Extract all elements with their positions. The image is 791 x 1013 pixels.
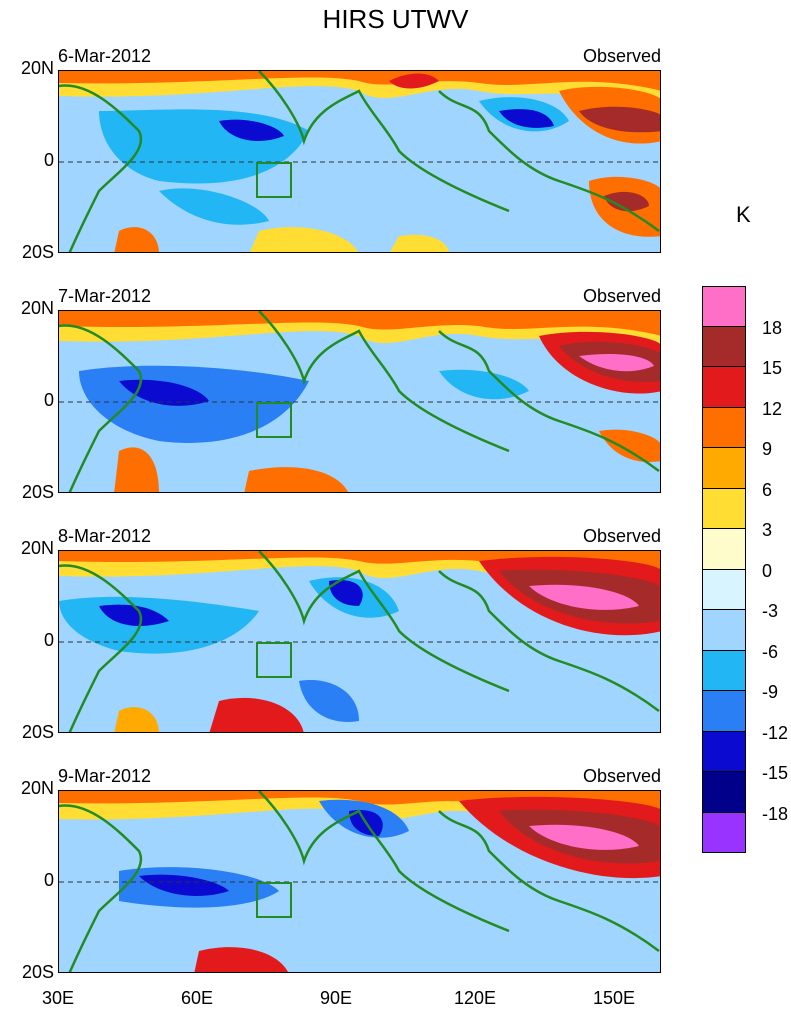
colorbar-swatch — [702, 286, 746, 327]
colorbar-swatch — [702, 691, 746, 732]
colorbar-swatch — [702, 812, 746, 853]
panel-tag: Observed — [582, 526, 661, 546]
panel-date: 7-Mar-2012 — [58, 286, 152, 306]
colorbar-swatch — [702, 529, 746, 570]
panel-date: 6-Mar-2012 — [58, 46, 152, 66]
colorbar — [702, 286, 746, 853]
colorbar-swatch — [702, 448, 746, 489]
colorbar-label: 12 — [762, 399, 783, 419]
colorbar-label: -3 — [762, 601, 779, 621]
map-panel-3: 8-Mar-2012 Observed — [58, 526, 661, 733]
colorbar-swatch — [702, 488, 746, 529]
colorbar-swatch — [702, 367, 746, 408]
panel-date: 9-Mar-2012 — [58, 766, 152, 786]
colorbar-swatch — [702, 407, 746, 448]
lon-label-30e: 30E — [41, 988, 75, 1008]
colorbar-label: 9 — [762, 439, 773, 459]
colorbar-label: 15 — [762, 358, 783, 378]
contour-map — [58, 310, 661, 493]
colorbar-label: -9 — [762, 682, 779, 702]
colorbar-label: -6 — [762, 642, 779, 662]
panel-tag: Observed — [582, 766, 661, 786]
lat-label-20s: 20S — [21, 962, 54, 982]
colorbar-swatch — [702, 610, 746, 651]
lon-label-120e: 120E — [453, 988, 497, 1008]
lat-label-20s: 20S — [21, 242, 54, 262]
lat-label-eq: 0 — [43, 390, 54, 410]
contour-map — [58, 70, 661, 253]
panel-tag: Observed — [582, 286, 661, 306]
panel-date: 8-Mar-2012 — [58, 526, 152, 546]
lat-label-20n: 20N — [20, 298, 54, 318]
colorbar-swatch — [702, 650, 746, 691]
lat-label-20n: 20N — [20, 538, 54, 558]
colorbar-label: 18 — [762, 318, 783, 338]
colorbar-label: -15 — [762, 763, 789, 783]
colorbar-swatch — [702, 326, 746, 367]
map-panel-4: 9-Mar-2012 Observed — [58, 766, 661, 973]
lat-label-20n: 20N — [20, 778, 54, 798]
lon-label-150e: 150E — [592, 988, 636, 1008]
colorbar-label: 3 — [762, 520, 773, 540]
contour-map — [58, 790, 661, 973]
map-panel-1: 6-Mar-2012 Observed — [58, 46, 661, 253]
lat-label-eq: 0 — [43, 630, 54, 650]
colorbar-swatch — [702, 731, 746, 772]
map-panel-2: 7-Mar-2012 Observed — [58, 286, 661, 493]
lon-label-90e: 90E — [319, 988, 353, 1008]
lat-label-20n: 20N — [20, 58, 54, 78]
lat-label-eq: 0 — [43, 870, 54, 890]
figure-title: HIRS UTWV — [322, 4, 469, 34]
colorbar-label: 6 — [762, 480, 773, 500]
lat-label-20s: 20S — [21, 482, 54, 502]
colorbar-label: -18 — [762, 804, 789, 824]
colorbar-label: 0 — [762, 561, 773, 581]
colorbar-label: -12 — [762, 723, 789, 743]
colorbar-swatch — [702, 569, 746, 610]
lat-label-20s: 20S — [21, 722, 54, 742]
contour-map — [58, 550, 661, 733]
colorbar-unit: K — [736, 202, 751, 227]
colorbar-swatch — [702, 772, 746, 813]
lat-label-eq: 0 — [43, 150, 54, 170]
lon-label-60e: 60E — [180, 988, 214, 1008]
panel-tag: Observed — [582, 46, 661, 66]
